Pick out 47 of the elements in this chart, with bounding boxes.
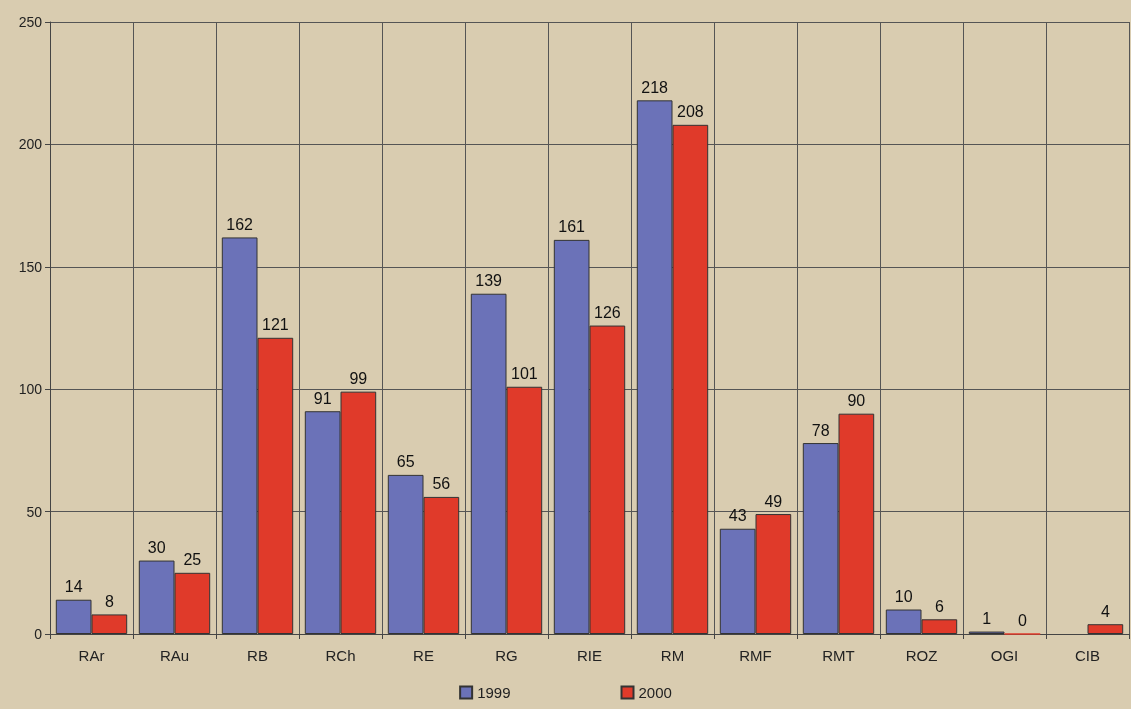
- x-tick-label: RAu: [159, 647, 190, 664]
- data-label: 4: [1100, 602, 1110, 620]
- data-label: 6: [934, 597, 944, 615]
- x-tick-label: CIB: [1074, 647, 1101, 664]
- x-tick-label: RB: [247, 647, 268, 664]
- y-tick-label: 150: [18, 258, 43, 275]
- data-label: 218: [641, 78, 669, 96]
- y-tick-label: 250: [18, 14, 43, 30]
- y-tick-label: 100: [18, 381, 43, 398]
- data-label: 161: [558, 218, 586, 236]
- x-tick-label: OGI: [990, 647, 1019, 664]
- x-tick-label: RMF: [739, 647, 772, 664]
- y-tick-label: 50: [26, 503, 43, 520]
- x-tick-label: RE: [413, 647, 434, 664]
- y-tick-label: 200: [18, 136, 43, 153]
- x-tick-label: RG: [495, 647, 518, 664]
- legend-label: 2000: [638, 684, 672, 701]
- data-label: 10: [894, 588, 913, 606]
- y-tick-label: 0: [34, 626, 43, 642]
- data-label: 99: [349, 370, 368, 388]
- data-label: 162: [226, 215, 254, 233]
- x-tick-label: RAr: [78, 647, 105, 664]
- data-label: 1: [982, 610, 992, 628]
- data-label: 30: [147, 539, 166, 557]
- data-label: 14: [64, 578, 83, 596]
- data-label: 90: [847, 392, 866, 410]
- data-label: 126: [593, 304, 621, 322]
- data-label: 78: [811, 421, 830, 439]
- legend-label: 1999: [477, 684, 511, 701]
- data-label: 25: [183, 551, 202, 569]
- data-label: 101: [510, 365, 538, 383]
- data-label: 0: [1017, 612, 1027, 629]
- data-label: 43: [728, 507, 747, 525]
- x-tick-label: RM: [660, 647, 685, 664]
- x-tick-label: ROZ: [905, 647, 938, 664]
- data-label: 8: [104, 592, 114, 610]
- x-tick-label: RMT: [822, 647, 855, 664]
- data-label: 91: [313, 389, 332, 407]
- x-tick-label: RIE: [576, 647, 603, 664]
- bar: [1087, 624, 1124, 634]
- data-label: 208: [676, 103, 704, 121]
- data-label: 65: [396, 453, 415, 471]
- data-label: 121: [261, 316, 289, 334]
- data-label: 49: [764, 492, 783, 510]
- x-tick-label: RCh: [325, 647, 356, 664]
- data-label: 139: [475, 272, 503, 290]
- data-label: 56: [432, 475, 451, 493]
